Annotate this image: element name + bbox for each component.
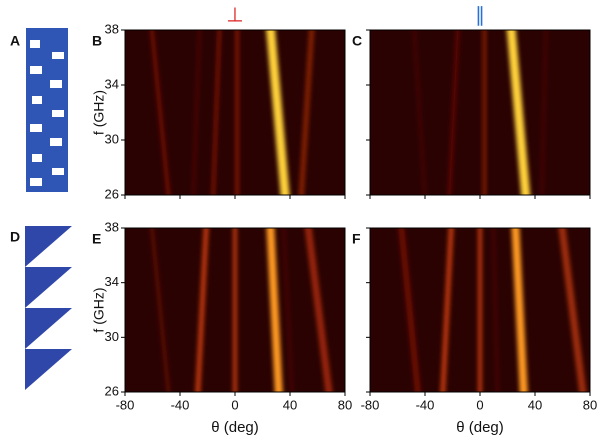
panel-label: D — [10, 229, 20, 245]
y-tick-label: 34 — [105, 274, 119, 289]
streak — [195, 228, 209, 392]
y-axis-label: f (GHz) — [91, 287, 107, 332]
x-tick-label: 0 — [231, 397, 238, 412]
streak — [266, 228, 283, 392]
x-tick-label: -80 — [361, 397, 380, 412]
heatmap — [398, 228, 587, 392]
schematic-d — [25, 226, 72, 390]
x-axis-label: θ (deg) — [211, 419, 259, 436]
streak — [304, 228, 333, 392]
heatmap — [149, 30, 315, 195]
x-tick-label: 80 — [338, 397, 352, 412]
streak — [266, 30, 290, 195]
y-tick-label: 26 — [105, 383, 119, 398]
streak — [298, 30, 315, 195]
streak — [149, 30, 171, 195]
streak — [492, 228, 499, 392]
y-tick-label: 30 — [105, 329, 119, 344]
y-tick-label: 38 — [105, 21, 119, 36]
streak — [412, 30, 427, 195]
x-tick-label: -80 — [116, 397, 135, 412]
streak — [211, 30, 221, 195]
x-tick-label: 40 — [283, 397, 297, 412]
y-tick-label: 34 — [105, 76, 119, 91]
column-title: ⊥ — [226, 4, 243, 26]
x-tick-label: 0 — [476, 397, 483, 412]
streak — [440, 228, 454, 392]
streak — [447, 30, 460, 195]
panel-label: B — [92, 33, 102, 49]
y-tick-label: 26 — [105, 186, 119, 201]
heatmap-background — [370, 30, 590, 195]
x-tick-label: 80 — [583, 397, 597, 412]
column-title: ∥ — [475, 4, 485, 26]
heatmap — [149, 228, 333, 392]
x-tick-label: -40 — [171, 397, 190, 412]
y-tick-label: 38 — [105, 219, 119, 234]
heatmap — [412, 30, 548, 195]
streak — [192, 30, 201, 195]
panel-label: C — [352, 33, 362, 49]
panel-label: F — [352, 231, 361, 247]
streak — [511, 228, 528, 392]
x-tick-label: 40 — [528, 397, 542, 412]
streak — [149, 228, 171, 392]
streak — [282, 228, 293, 392]
schematic-a — [26, 28, 68, 192]
streak — [558, 228, 587, 392]
streak — [398, 228, 421, 392]
y-tick-label: 30 — [105, 131, 119, 146]
streak — [506, 30, 531, 195]
x-tick-label: -40 — [416, 397, 435, 412]
streak — [540, 30, 548, 195]
panel-label: A — [10, 33, 20, 49]
panel-label: E — [92, 231, 101, 247]
y-axis-label: f (GHz) — [91, 90, 107, 135]
x-axis-label: θ (deg) — [456, 419, 504, 436]
